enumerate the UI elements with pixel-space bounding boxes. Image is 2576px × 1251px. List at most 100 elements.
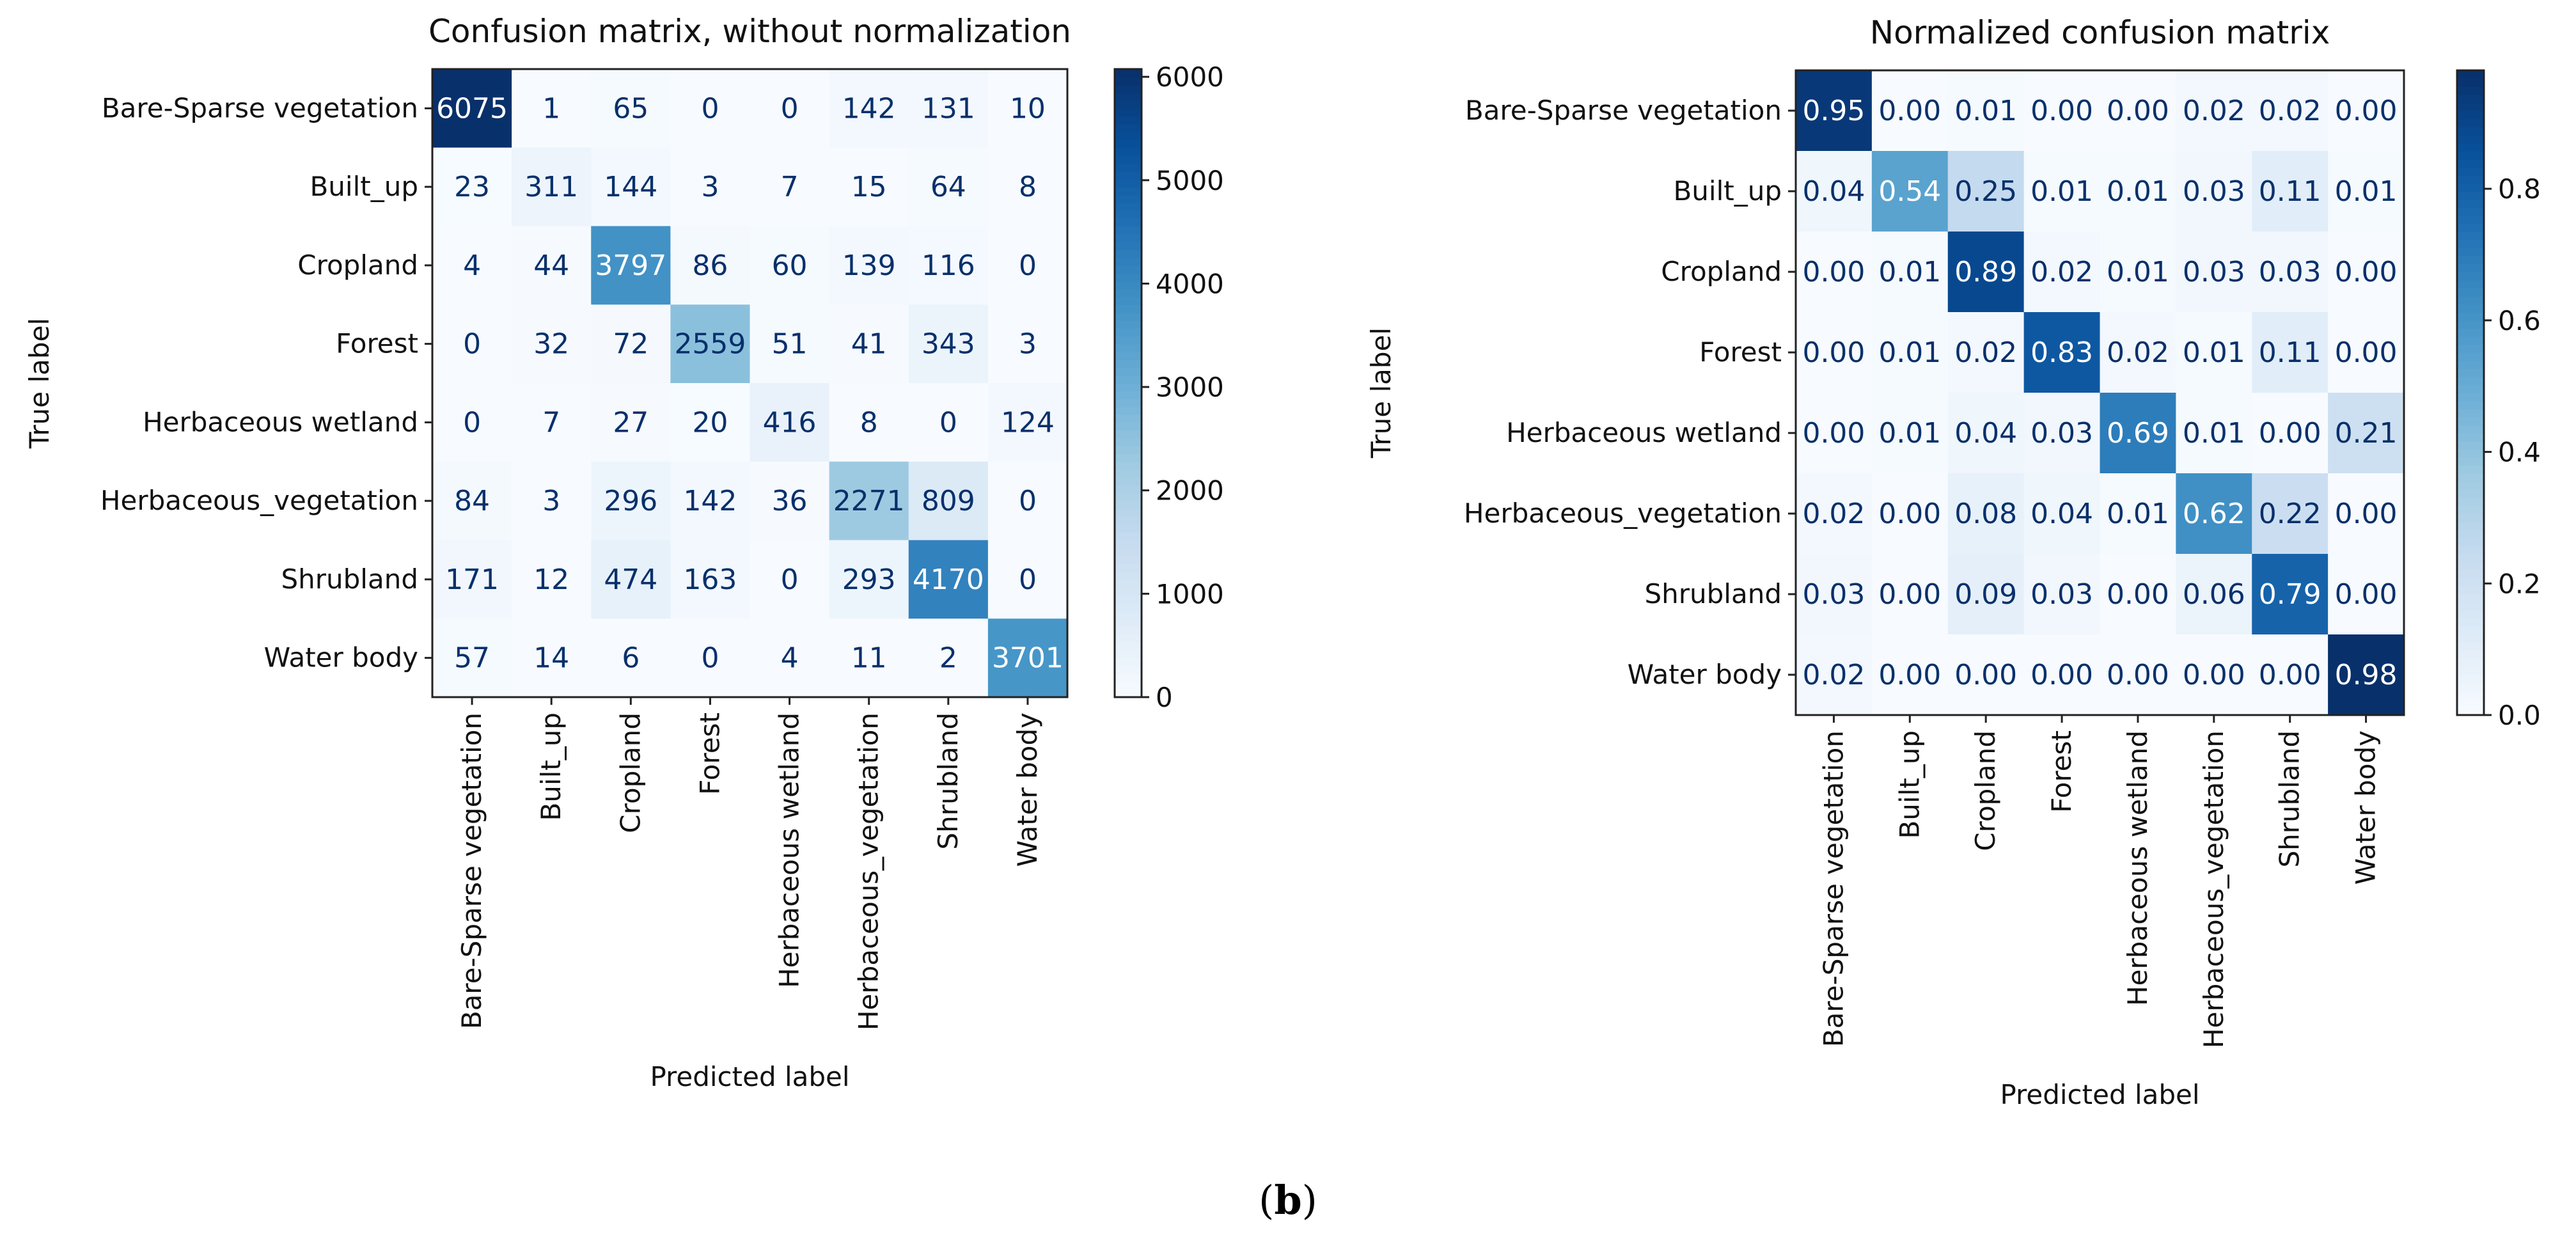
colorbar-segment xyxy=(2457,537,2484,547)
x-tick-label-bare-sparse-vegetation: Bare-Sparse vegetation xyxy=(1818,730,1849,1047)
colorbar-frame xyxy=(2456,69,2485,716)
colorbar-segment xyxy=(1115,437,1142,446)
cell-value-r0-c5: 142 xyxy=(842,92,896,125)
colorbar-segment xyxy=(2457,320,2484,329)
colorbar-tick-label-3: 0.6 xyxy=(2498,305,2541,336)
cell-r6-c1 xyxy=(512,540,592,619)
cell-value-r7-c5: 11 xyxy=(851,642,887,675)
cell-r6-c7 xyxy=(987,540,1068,619)
colorbar-segment xyxy=(2457,530,2484,539)
colorbar-segment xyxy=(2457,118,2484,127)
x-tick-label-shrubland: Shrubland xyxy=(2274,730,2305,868)
colorbar-segment xyxy=(1115,312,1142,321)
cell-r6-c5 xyxy=(2176,554,2252,635)
cell-value-r1-c3: 0.01 xyxy=(2030,175,2093,208)
colorbar-segment xyxy=(2457,272,2484,281)
cell-r4-c6 xyxy=(908,383,989,462)
cell-value-r7-c2: 6 xyxy=(622,642,640,675)
cell-r7-c5 xyxy=(2176,634,2252,716)
colorbar-segment xyxy=(1115,100,1142,109)
colorbar-segment xyxy=(2457,497,2484,507)
x-tick-label-water-body: Water body xyxy=(1012,712,1043,867)
colorbar-segment xyxy=(2457,610,2484,619)
colorbar-segment xyxy=(1115,501,1142,510)
cell-r4-c4 xyxy=(750,383,830,462)
colorbar-segment xyxy=(1115,461,1142,470)
cell-r1-c1 xyxy=(512,147,592,226)
cell-r3-c4 xyxy=(2100,312,2176,393)
cell-value-r3-c5: 0.01 xyxy=(2183,336,2245,369)
colorbar-segment xyxy=(2457,416,2484,426)
cell-r2-c3 xyxy=(670,226,750,305)
colorbar-segment xyxy=(1115,92,1142,101)
colorbar-segment xyxy=(2457,425,2484,434)
cell-r2-c3 xyxy=(2023,232,2100,313)
cell-r7-c6 xyxy=(908,618,989,698)
cell-r6-c1 xyxy=(1871,554,1949,635)
cell-value-r3-c1: 0.01 xyxy=(1878,336,1941,369)
cell-value-r6-c4: 0 xyxy=(781,563,799,596)
cell-r2-c7 xyxy=(987,226,1068,305)
cell-r4-c7 xyxy=(987,383,1068,462)
colorbar-segment xyxy=(1115,257,1142,266)
colorbar-segment xyxy=(2457,441,2484,450)
cell-value-r3-c4: 0.02 xyxy=(2107,336,2169,369)
y-tick-label-bare-sparse-vegetation: Bare-Sparse vegetation xyxy=(102,92,418,123)
colorbar-segment xyxy=(1115,391,1142,400)
cell-r7-c2 xyxy=(591,618,671,698)
cell-value-r5-c2: 296 xyxy=(604,485,657,517)
cell-value-r4-c6: 0.00 xyxy=(2259,417,2321,450)
colorbar-segment xyxy=(1115,477,1142,486)
cell-value-r0-c4: 0 xyxy=(781,92,799,125)
colorbar-segment xyxy=(2457,457,2484,466)
cell-value-r7-c0: 0.02 xyxy=(1802,659,1865,691)
cell-value-r6-c2: 474 xyxy=(604,563,657,596)
cell-r1-c7 xyxy=(2328,151,2405,232)
x-axis-label: Predicted label xyxy=(650,1061,849,1092)
caption-open: ( xyxy=(1259,1177,1275,1223)
cell-r5-c1 xyxy=(512,461,592,540)
colorbar-segment xyxy=(1115,147,1142,156)
cell-r4-c3 xyxy=(2023,393,2100,474)
cell-value-r7-c2: 0.00 xyxy=(1954,659,2017,691)
colorbar-segment xyxy=(1115,414,1142,423)
colorbar-segment xyxy=(2457,521,2484,530)
colorbar-segment xyxy=(2457,489,2484,498)
cell-value-r0-c1: 1 xyxy=(542,92,560,125)
cell-value-r5-c6: 809 xyxy=(922,485,975,517)
cell-r2-c4 xyxy=(2100,232,2176,313)
colorbar-segment xyxy=(1115,516,1142,525)
cell-r7-c3 xyxy=(2023,634,2100,716)
cell-value-r3-c4: 51 xyxy=(772,328,808,361)
colorbar-segment xyxy=(1115,367,1142,376)
x-tick-label-water-body: Water body xyxy=(2350,730,2382,885)
cell-value-r4-c4: 0.69 xyxy=(2107,417,2169,450)
colorbar-segment xyxy=(2457,642,2484,651)
cell-value-r0-c6: 0.02 xyxy=(2259,95,2321,127)
colorbar-segment xyxy=(1115,665,1142,674)
cell-value-r2-c7: 0 xyxy=(1019,249,1037,282)
colorbar-segment xyxy=(2457,295,2484,305)
cell-value-r7-c3: 0.00 xyxy=(2030,659,2093,691)
colorbar-segment xyxy=(2457,449,2484,458)
colorbar-segment xyxy=(2457,304,2484,313)
colorbar-segment xyxy=(2457,505,2484,514)
cell-r0-c5 xyxy=(2176,70,2252,152)
cell-value-r5-c2: 0.08 xyxy=(1954,498,2017,530)
cell-value-r4-c2: 0.04 xyxy=(1954,417,2017,450)
colorbar-segment xyxy=(1115,155,1142,164)
colorbar-segment xyxy=(2457,626,2484,635)
caption-close: ) xyxy=(1301,1177,1317,1223)
cell-r4-c3 xyxy=(670,383,750,462)
cell-value-r7-c5: 0.00 xyxy=(2183,659,2245,691)
cell-r3-c5 xyxy=(2176,312,2252,393)
cell-r7-c0 xyxy=(1796,634,1873,716)
cell-r0-c7 xyxy=(987,69,1068,148)
colorbar-segment xyxy=(1115,84,1142,93)
colorbar-tick-label-4: 0.8 xyxy=(2498,173,2541,205)
colorbar-segment xyxy=(1115,540,1142,549)
colorbar-segment xyxy=(2457,698,2484,708)
cell-value-r2-c5: 0.03 xyxy=(2183,256,2245,288)
colorbar-segment xyxy=(2457,134,2484,144)
y-tick-label-built-up: Built_up xyxy=(1673,175,1782,207)
